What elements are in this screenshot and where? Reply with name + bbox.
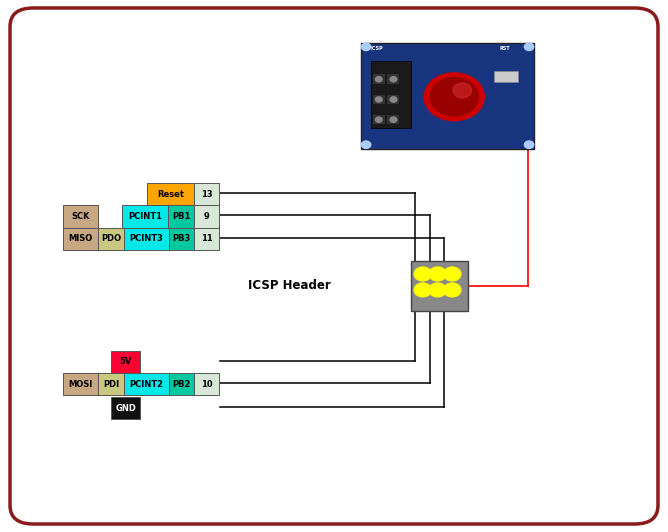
FancyBboxPatch shape <box>124 373 169 395</box>
Circle shape <box>429 267 446 281</box>
Circle shape <box>390 117 397 122</box>
Text: MISO: MISO <box>69 235 93 243</box>
Text: 10: 10 <box>201 380 212 388</box>
FancyBboxPatch shape <box>387 74 399 84</box>
FancyBboxPatch shape <box>387 95 399 104</box>
FancyBboxPatch shape <box>373 95 385 104</box>
FancyBboxPatch shape <box>194 205 219 228</box>
FancyBboxPatch shape <box>194 228 219 250</box>
FancyBboxPatch shape <box>361 43 534 149</box>
Text: GND: GND <box>115 404 136 412</box>
Circle shape <box>444 267 461 281</box>
Text: 5V: 5V <box>120 358 132 366</box>
FancyBboxPatch shape <box>63 205 98 228</box>
FancyBboxPatch shape <box>111 397 140 419</box>
FancyBboxPatch shape <box>122 205 168 228</box>
Circle shape <box>361 43 371 51</box>
Text: RST: RST <box>500 46 510 51</box>
Circle shape <box>414 283 432 297</box>
Text: PDI: PDI <box>103 380 119 388</box>
FancyBboxPatch shape <box>63 373 98 395</box>
Text: 13: 13 <box>200 190 212 198</box>
FancyBboxPatch shape <box>169 228 194 250</box>
FancyBboxPatch shape <box>169 373 194 395</box>
FancyBboxPatch shape <box>411 261 468 311</box>
Text: MOSI: MOSI <box>69 380 93 388</box>
Text: PB3: PB3 <box>172 235 191 243</box>
Text: PCINT3: PCINT3 <box>130 235 163 243</box>
Circle shape <box>375 77 382 82</box>
Circle shape <box>453 83 472 98</box>
FancyBboxPatch shape <box>373 115 385 124</box>
FancyBboxPatch shape <box>124 228 169 250</box>
FancyBboxPatch shape <box>371 61 411 128</box>
FancyBboxPatch shape <box>147 183 194 205</box>
Circle shape <box>430 78 478 116</box>
Text: PCINT2: PCINT2 <box>130 380 163 388</box>
Text: 9: 9 <box>204 212 210 221</box>
FancyBboxPatch shape <box>373 74 385 84</box>
Circle shape <box>429 283 446 297</box>
FancyBboxPatch shape <box>494 71 518 82</box>
Circle shape <box>375 117 382 122</box>
FancyBboxPatch shape <box>387 115 399 124</box>
Text: PB1: PB1 <box>172 212 190 221</box>
Circle shape <box>390 77 397 82</box>
FancyBboxPatch shape <box>194 183 219 205</box>
Text: PB2: PB2 <box>172 380 191 388</box>
Text: ICSP Header: ICSP Header <box>248 279 331 292</box>
FancyBboxPatch shape <box>10 8 658 524</box>
FancyBboxPatch shape <box>63 228 98 250</box>
FancyBboxPatch shape <box>194 373 219 395</box>
Circle shape <box>375 97 382 102</box>
FancyBboxPatch shape <box>98 373 124 395</box>
Text: PDO: PDO <box>101 235 121 243</box>
Circle shape <box>444 283 461 297</box>
FancyBboxPatch shape <box>168 205 194 228</box>
Circle shape <box>524 43 534 51</box>
Text: PCINT1: PCINT1 <box>128 212 162 221</box>
FancyBboxPatch shape <box>111 351 140 373</box>
FancyBboxPatch shape <box>98 228 124 250</box>
Circle shape <box>414 267 432 281</box>
Text: Reset: Reset <box>157 190 184 198</box>
Circle shape <box>390 97 397 102</box>
Text: SCK: SCK <box>71 212 90 221</box>
Text: 11: 11 <box>201 235 212 243</box>
Circle shape <box>361 141 371 148</box>
Circle shape <box>424 73 484 121</box>
Circle shape <box>524 141 534 148</box>
Text: ICSP: ICSP <box>371 46 383 51</box>
